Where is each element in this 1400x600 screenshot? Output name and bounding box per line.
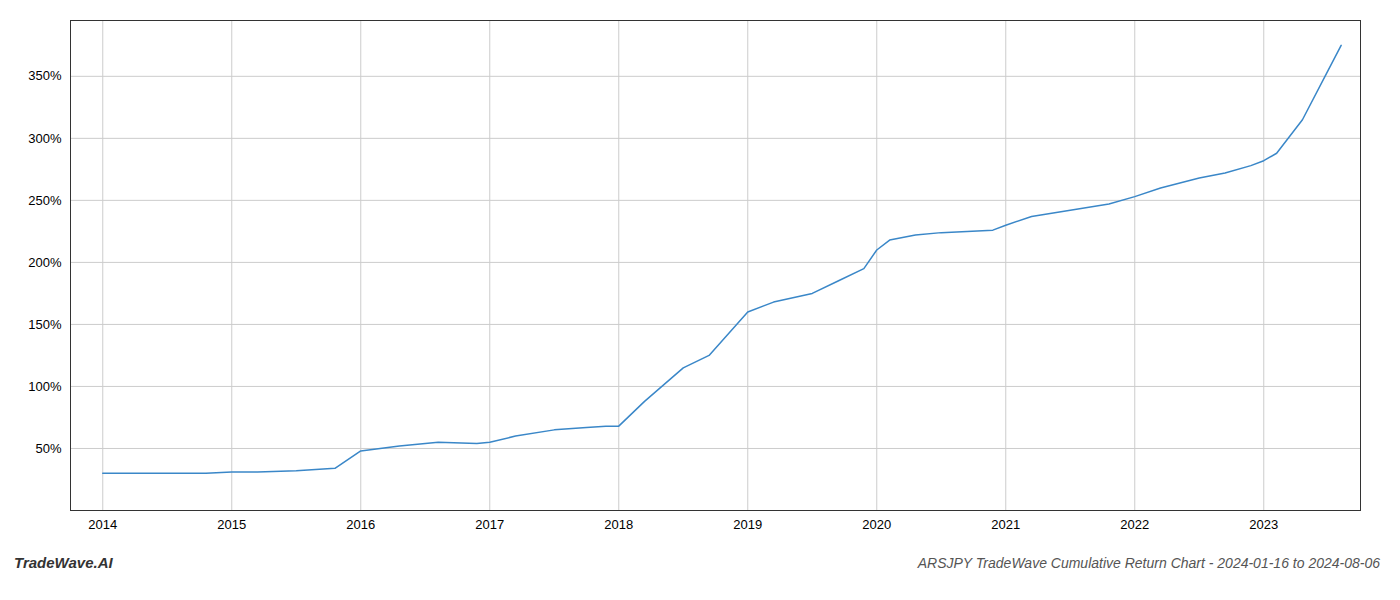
- svg-text:2015: 2015: [217, 517, 246, 532]
- svg-text:2014: 2014: [88, 517, 117, 532]
- svg-text:100%: 100%: [28, 379, 62, 394]
- svg-text:2022: 2022: [1120, 517, 1149, 532]
- svg-text:2016: 2016: [346, 517, 375, 532]
- svg-text:2018: 2018: [604, 517, 633, 532]
- svg-text:350%: 350%: [28, 68, 62, 83]
- svg-text:2021: 2021: [991, 517, 1020, 532]
- svg-text:250%: 250%: [28, 193, 62, 208]
- svg-text:2023: 2023: [1249, 517, 1278, 532]
- html-text:TradeWave.AI: TradeWave.AI: [14, 554, 113, 571]
- svg-text:150%: 150%: [28, 317, 62, 332]
- svg-text:300%: 300%: [28, 131, 62, 146]
- svg-text:200%: 200%: [28, 255, 62, 270]
- html-text:ARSJPY TradeWave Cumulative Re: ARSJPY TradeWave Cumulative Return Chart…: [917, 555, 1380, 571]
- svg-text:2017: 2017: [475, 517, 504, 532]
- svg-text:50%: 50%: [35, 441, 61, 456]
- svg-text:2019: 2019: [733, 517, 762, 532]
- svg-text:2020: 2020: [862, 517, 891, 532]
